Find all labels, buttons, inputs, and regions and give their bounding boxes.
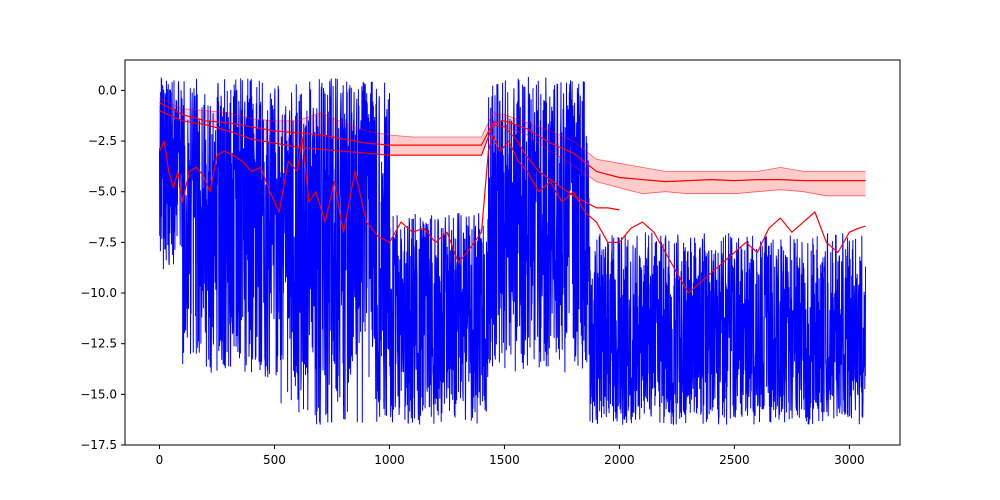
x-tick-label: 1000 xyxy=(374,453,405,467)
y-tick-label: −15.0 xyxy=(80,387,117,401)
y-axis: 0.0 −2.5 −5.0 −7.5 −10.0 −12.5 −15.0 −17.5 xyxy=(80,83,125,452)
series-running-mean xyxy=(159,102,866,183)
x-tick-label: 1500 xyxy=(489,453,520,467)
y-tick-label: 0.0 xyxy=(98,83,117,97)
y-tick-label: −5.0 xyxy=(88,185,117,199)
plot-area xyxy=(158,76,866,426)
y-tick-label: −10.0 xyxy=(80,286,117,300)
y-tick-label: −17.5 xyxy=(80,438,117,452)
series-raw-signal xyxy=(159,76,866,426)
y-tick-label: −2.5 xyxy=(88,134,117,148)
x-axis: 0 500 1000 1500 2000 2500 3000 xyxy=(156,445,865,467)
axes-frame xyxy=(124,59,901,446)
y-tick-label: −7.5 xyxy=(88,235,117,249)
x-tick-label: 2500 xyxy=(719,453,750,467)
y-tick-label: −12.5 xyxy=(80,337,117,351)
x-tick-label: 0 xyxy=(156,453,164,467)
x-tick-label: 500 xyxy=(263,453,286,467)
x-tick-label: 2000 xyxy=(604,453,635,467)
series-smoothed-signal xyxy=(158,134,866,294)
series-lower-envelope xyxy=(159,110,620,211)
band-edge-upper xyxy=(159,98,866,172)
x-tick-label: 3000 xyxy=(834,453,865,467)
